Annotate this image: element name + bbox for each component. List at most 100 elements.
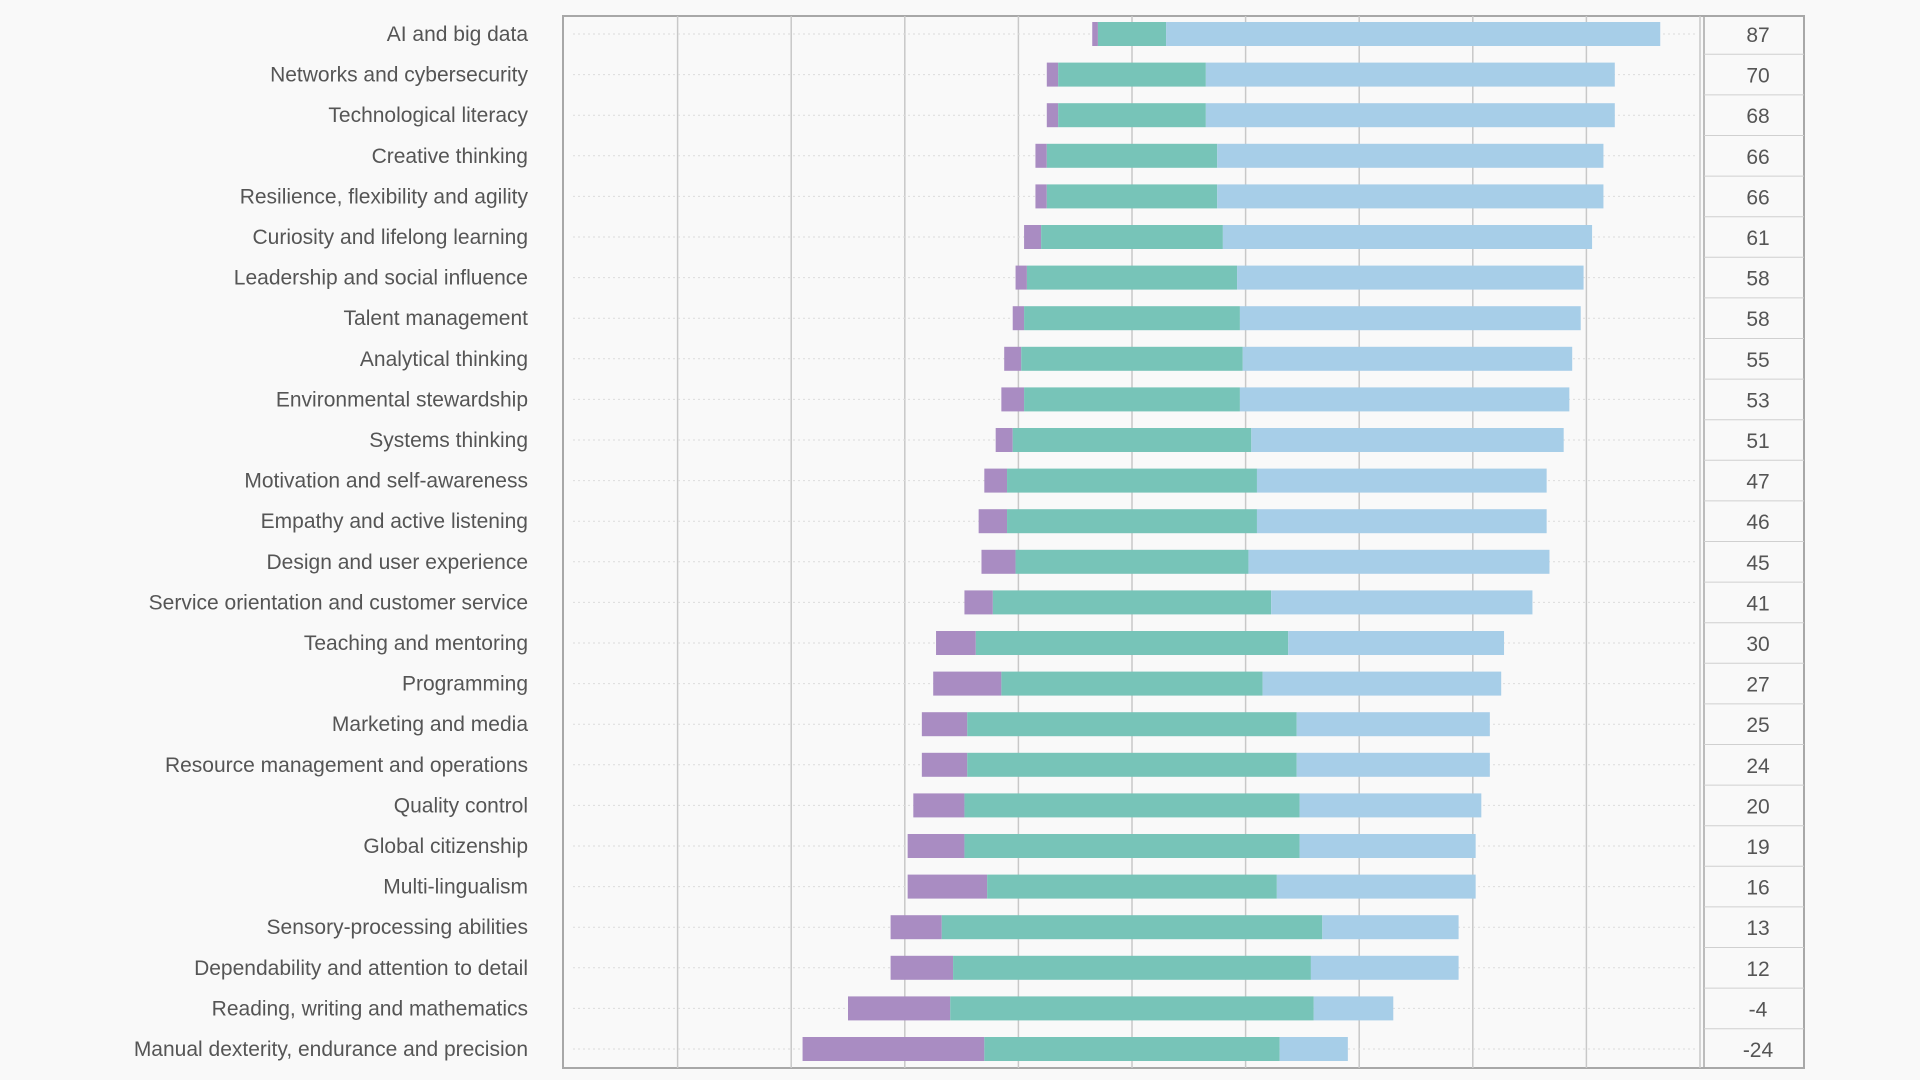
bar-stable bbox=[1007, 509, 1257, 534]
bar-decreasing bbox=[1092, 22, 1098, 46]
net-value-label: 47 bbox=[1746, 471, 1769, 494]
bar-decreasing bbox=[1012, 306, 1025, 331]
net-value-label: -4 bbox=[1749, 998, 1768, 1021]
bar-increasing bbox=[1242, 346, 1573, 371]
bar-stable bbox=[1026, 265, 1238, 290]
category-label: Programming bbox=[402, 673, 528, 696]
category-label: Design and user experience bbox=[267, 551, 529, 574]
net-value-label: 20 bbox=[1746, 795, 1769, 818]
category-label: Manual dexterity, endurance and precisio… bbox=[134, 1038, 528, 1061]
bar-increasing bbox=[1262, 671, 1502, 696]
bar-increasing bbox=[1222, 225, 1593, 249]
net-value-label: 46 bbox=[1746, 511, 1769, 534]
bar-decreasing bbox=[890, 915, 942, 940]
bar-stable bbox=[1007, 468, 1257, 493]
net-value-label: 19 bbox=[1746, 836, 1769, 859]
bar-increasing bbox=[1299, 793, 1482, 818]
bar-increasing bbox=[1248, 549, 1550, 574]
net-value-label: 45 bbox=[1746, 552, 1769, 575]
net-value-label: 13 bbox=[1746, 917, 1769, 940]
net-value-label: 87 bbox=[1746, 24, 1769, 47]
category-label: Motivation and self-awareness bbox=[244, 470, 528, 493]
net-value-label: -24 bbox=[1743, 1039, 1774, 1062]
net-value-label: 24 bbox=[1746, 755, 1770, 778]
category-label: Environmental stewardship bbox=[276, 388, 528, 411]
bar-decreasing bbox=[921, 752, 968, 777]
bar-increasing bbox=[1205, 62, 1615, 87]
bar-increasing bbox=[1239, 387, 1570, 412]
bar-stable bbox=[1024, 387, 1240, 412]
net-value-label: 53 bbox=[1746, 389, 1769, 412]
bar-decreasing bbox=[981, 549, 1016, 574]
bar-increasing bbox=[1256, 509, 1547, 534]
bar-decreasing bbox=[995, 428, 1013, 452]
bar-stable bbox=[1015, 549, 1249, 574]
bar-stable bbox=[987, 874, 1277, 899]
bar-decreasing bbox=[907, 834, 965, 858]
net-value-label: 41 bbox=[1746, 592, 1769, 615]
bar-stable bbox=[1097, 22, 1167, 46]
category-label: Dependability and attention to detail bbox=[194, 957, 528, 980]
net-value-label: 58 bbox=[1746, 308, 1769, 331]
net-value-label: 66 bbox=[1746, 146, 1769, 169]
bar-stable bbox=[1021, 346, 1243, 371]
bar-increasing bbox=[1271, 590, 1533, 615]
bar-increasing bbox=[1217, 143, 1604, 168]
category-label: Teaching and mentoring bbox=[304, 632, 528, 655]
bar-increasing bbox=[1288, 631, 1505, 655]
bar-increasing bbox=[1299, 834, 1476, 858]
bar-decreasing bbox=[1004, 346, 1022, 371]
bar-decreasing bbox=[936, 631, 976, 655]
net-value-label: 70 bbox=[1746, 65, 1769, 88]
category-label: Curiosity and lifelong learning bbox=[253, 226, 529, 249]
bar-stable bbox=[967, 752, 1297, 777]
bar-decreasing bbox=[907, 874, 988, 899]
category-label: Systems thinking bbox=[369, 429, 528, 452]
category-label: Resilience, flexibility and agility bbox=[240, 185, 529, 208]
category-label: Sensory-processing abilities bbox=[267, 916, 528, 939]
bar-stable bbox=[1012, 428, 1252, 452]
bar-increasing bbox=[1296, 712, 1490, 737]
bar-stable bbox=[1058, 103, 1206, 128]
category-label: Leadership and social influence bbox=[234, 267, 528, 290]
net-value-label: 51 bbox=[1746, 430, 1769, 453]
category-label: Marketing and media bbox=[332, 713, 528, 736]
bar-decreasing bbox=[1001, 387, 1025, 412]
bar-stable bbox=[953, 955, 1311, 980]
bar-decreasing bbox=[921, 712, 968, 737]
category-label: AI and big data bbox=[387, 23, 529, 46]
category-label: Talent management bbox=[344, 307, 529, 330]
bar-decreasing bbox=[1024, 225, 1042, 249]
bar-decreasing bbox=[802, 1037, 985, 1061]
bar-decreasing bbox=[913, 793, 965, 818]
net-value-label: 12 bbox=[1746, 958, 1769, 981]
net-value-label: 55 bbox=[1746, 349, 1769, 372]
category-label: Empathy and active listening bbox=[261, 510, 528, 533]
bar-decreasing bbox=[1046, 62, 1059, 87]
bar-decreasing bbox=[964, 590, 993, 615]
net-value-label: 58 bbox=[1746, 268, 1769, 291]
net-value-label: 61 bbox=[1746, 227, 1769, 250]
bar-increasing bbox=[1322, 915, 1459, 940]
bar-stable bbox=[1046, 184, 1218, 209]
category-label: Resource management and operations bbox=[165, 754, 528, 777]
bar-stable bbox=[992, 590, 1272, 615]
bar-stable bbox=[975, 631, 1289, 655]
bar-decreasing bbox=[1046, 103, 1059, 128]
bar-increasing bbox=[1256, 468, 1547, 493]
bar-increasing bbox=[1279, 1037, 1348, 1061]
category-label: Technological literacy bbox=[328, 104, 528, 127]
bar-decreasing bbox=[1015, 265, 1027, 290]
category-label: Networks and cybersecurity bbox=[270, 64, 528, 87]
net-value-label: 68 bbox=[1746, 105, 1769, 128]
bar-increasing bbox=[1251, 428, 1564, 452]
net-value-label: 25 bbox=[1746, 714, 1769, 737]
bar-decreasing bbox=[848, 996, 951, 1021]
bar-stable bbox=[984, 1037, 1280, 1061]
bar-stable bbox=[1041, 225, 1223, 249]
bar-stable bbox=[967, 712, 1297, 737]
bar-stable bbox=[1001, 671, 1263, 696]
net-value-label: 66 bbox=[1746, 186, 1769, 209]
bar-increasing bbox=[1276, 874, 1476, 899]
category-label: Global citizenship bbox=[363, 835, 528, 858]
